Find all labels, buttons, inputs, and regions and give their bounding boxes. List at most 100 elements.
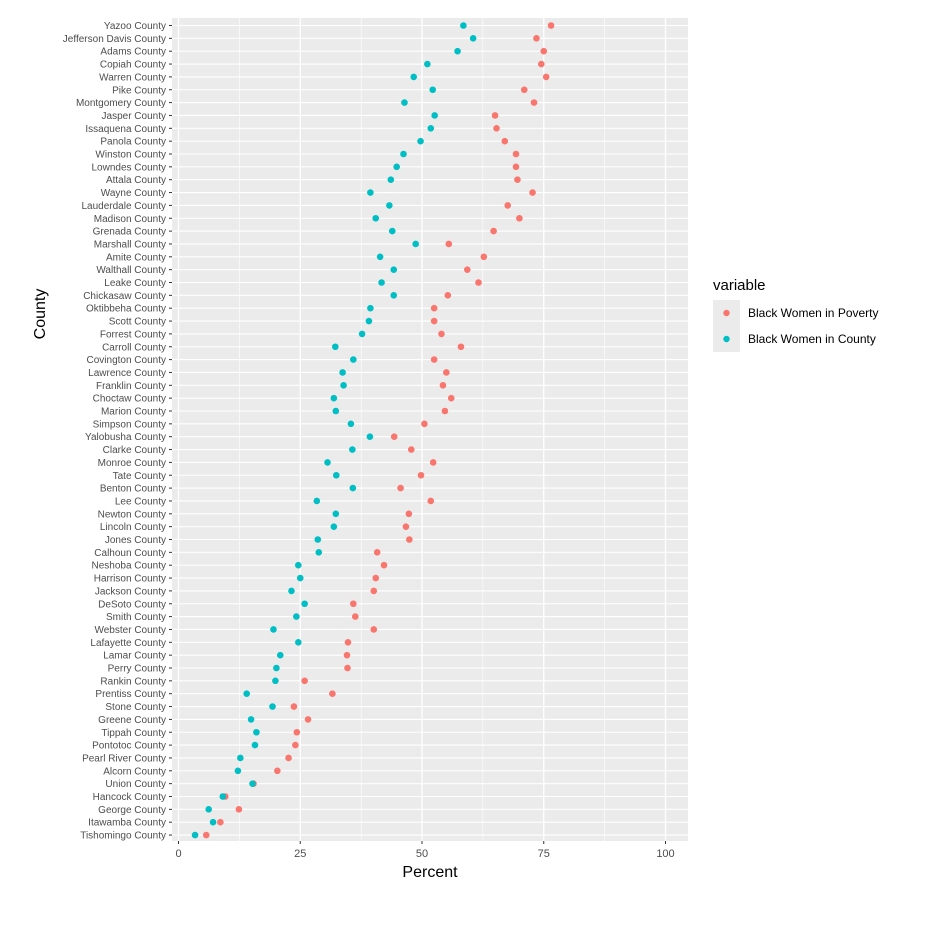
point-county	[272, 677, 279, 685]
point-county	[429, 86, 437, 94]
point-poverty	[447, 394, 455, 402]
point-county	[219, 793, 227, 800]
point-county	[288, 587, 295, 595]
y-tick-label: Rankin County	[100, 676, 166, 687]
legend-label-county: Black Women in County	[748, 332, 876, 346]
data-points	[191, 22, 555, 839]
x-tick-label: 25	[294, 848, 306, 860]
y-tick-label: Grenada County	[93, 227, 166, 238]
y-tick-label: Chickasaw County	[83, 291, 166, 302]
y-tick-label: Prentiss County	[95, 689, 166, 700]
point-poverty	[444, 292, 452, 299]
point-county	[314, 536, 322, 543]
y-tick-label: Neshoba County	[92, 561, 167, 572]
y-axis: Yazoo County Jefferson Davis County Adams …	[63, 21, 172, 842]
y-tick-label: Jasper County	[102, 111, 166, 122]
point-county	[376, 253, 384, 261]
point-county	[427, 125, 435, 132]
point-poverty	[370, 587, 378, 595]
point-poverty	[344, 639, 352, 646]
y-tick-label: Clarke County	[103, 445, 166, 456]
point-county	[372, 214, 380, 222]
y-tick-label: Lamar County	[103, 651, 166, 662]
y-tick-label: Alcorn County	[103, 766, 166, 777]
y-tick-label: Jones County	[105, 535, 166, 546]
point-poverty	[512, 163, 520, 171]
y-tick-label: Warren County	[99, 72, 166, 83]
point-county	[469, 35, 477, 42]
point-poverty	[504, 202, 512, 209]
y-tick-label: Itawamba County	[88, 818, 166, 829]
x-tick-label: 100	[656, 848, 674, 860]
y-tick-label: George County	[98, 805, 166, 816]
point-poverty	[329, 690, 336, 697]
y-tick-label: Lincoln County	[100, 522, 166, 533]
point-poverty	[373, 549, 381, 556]
point-county	[296, 574, 304, 582]
point-county	[332, 510, 340, 518]
point-poverty	[217, 818, 224, 826]
y-tick-label: Forrest County	[100, 329, 166, 340]
point-poverty	[542, 73, 550, 81]
y-tick-label: Pike County	[112, 85, 166, 96]
point-county	[386, 202, 393, 209]
point-county	[315, 549, 323, 556]
point-poverty	[463, 266, 471, 273]
point-county	[293, 613, 300, 620]
x-axis: 0 25 50 75 100	[175, 841, 675, 860]
y-tick-label: Panola County	[100, 137, 166, 148]
point-county	[340, 382, 347, 389]
point-poverty	[430, 317, 438, 325]
point-county	[393, 163, 400, 171]
point-county	[460, 22, 467, 29]
x-axis-title: Percent	[402, 864, 458, 881]
point-poverty	[490, 227, 497, 235]
point-county	[249, 780, 256, 787]
point-poverty	[438, 330, 445, 338]
y-tick-label: Union County	[105, 779, 166, 790]
point-county	[332, 471, 340, 479]
y-tick-label: Lawrence County	[88, 368, 166, 379]
point-poverty	[274, 767, 281, 775]
point-county	[273, 664, 280, 672]
point-county	[366, 433, 374, 441]
y-tick-label: Choctaw County	[93, 394, 166, 405]
point-poverty	[520, 86, 528, 94]
point-county	[424, 60, 431, 68]
point-county	[417, 137, 424, 145]
point-county	[191, 831, 199, 839]
legend-title: variable	[713, 277, 766, 294]
point-poverty	[402, 523, 410, 530]
point-county	[269, 703, 276, 710]
point-poverty	[516, 214, 523, 222]
point-county	[276, 651, 284, 659]
point-county	[350, 356, 357, 363]
point-county	[253, 728, 260, 736]
y-tick-label: Yazoo County	[104, 21, 166, 32]
point-poverty	[514, 176, 521, 183]
point-poverty	[407, 446, 415, 453]
legend-label-poverty: Black Women in Poverty	[748, 306, 879, 320]
point-poverty	[397, 484, 404, 492]
point-poverty	[421, 420, 428, 428]
legend-key-county	[723, 335, 730, 343]
y-tick-label: Tate County	[113, 471, 166, 482]
y-tick-label: Carroll County	[102, 342, 166, 353]
point-poverty	[530, 99, 538, 106]
point-poverty	[538, 60, 545, 68]
point-county	[367, 189, 374, 196]
y-tick-label: Copiah County	[100, 60, 166, 71]
y-tick-label: Attala County	[106, 175, 166, 186]
point-poverty	[370, 626, 378, 633]
y-tick-label: Lowndes County	[92, 162, 167, 173]
point-poverty	[427, 497, 435, 505]
point-poverty	[202, 831, 210, 839]
y-tick-label: Franklin County	[96, 381, 166, 392]
point-county	[330, 523, 338, 530]
point-county	[295, 639, 302, 646]
y-tick-label: Monroe County	[98, 458, 166, 469]
y-tick-label: Harrison County	[94, 574, 166, 585]
point-poverty	[344, 664, 351, 672]
point-poverty	[547, 22, 555, 29]
